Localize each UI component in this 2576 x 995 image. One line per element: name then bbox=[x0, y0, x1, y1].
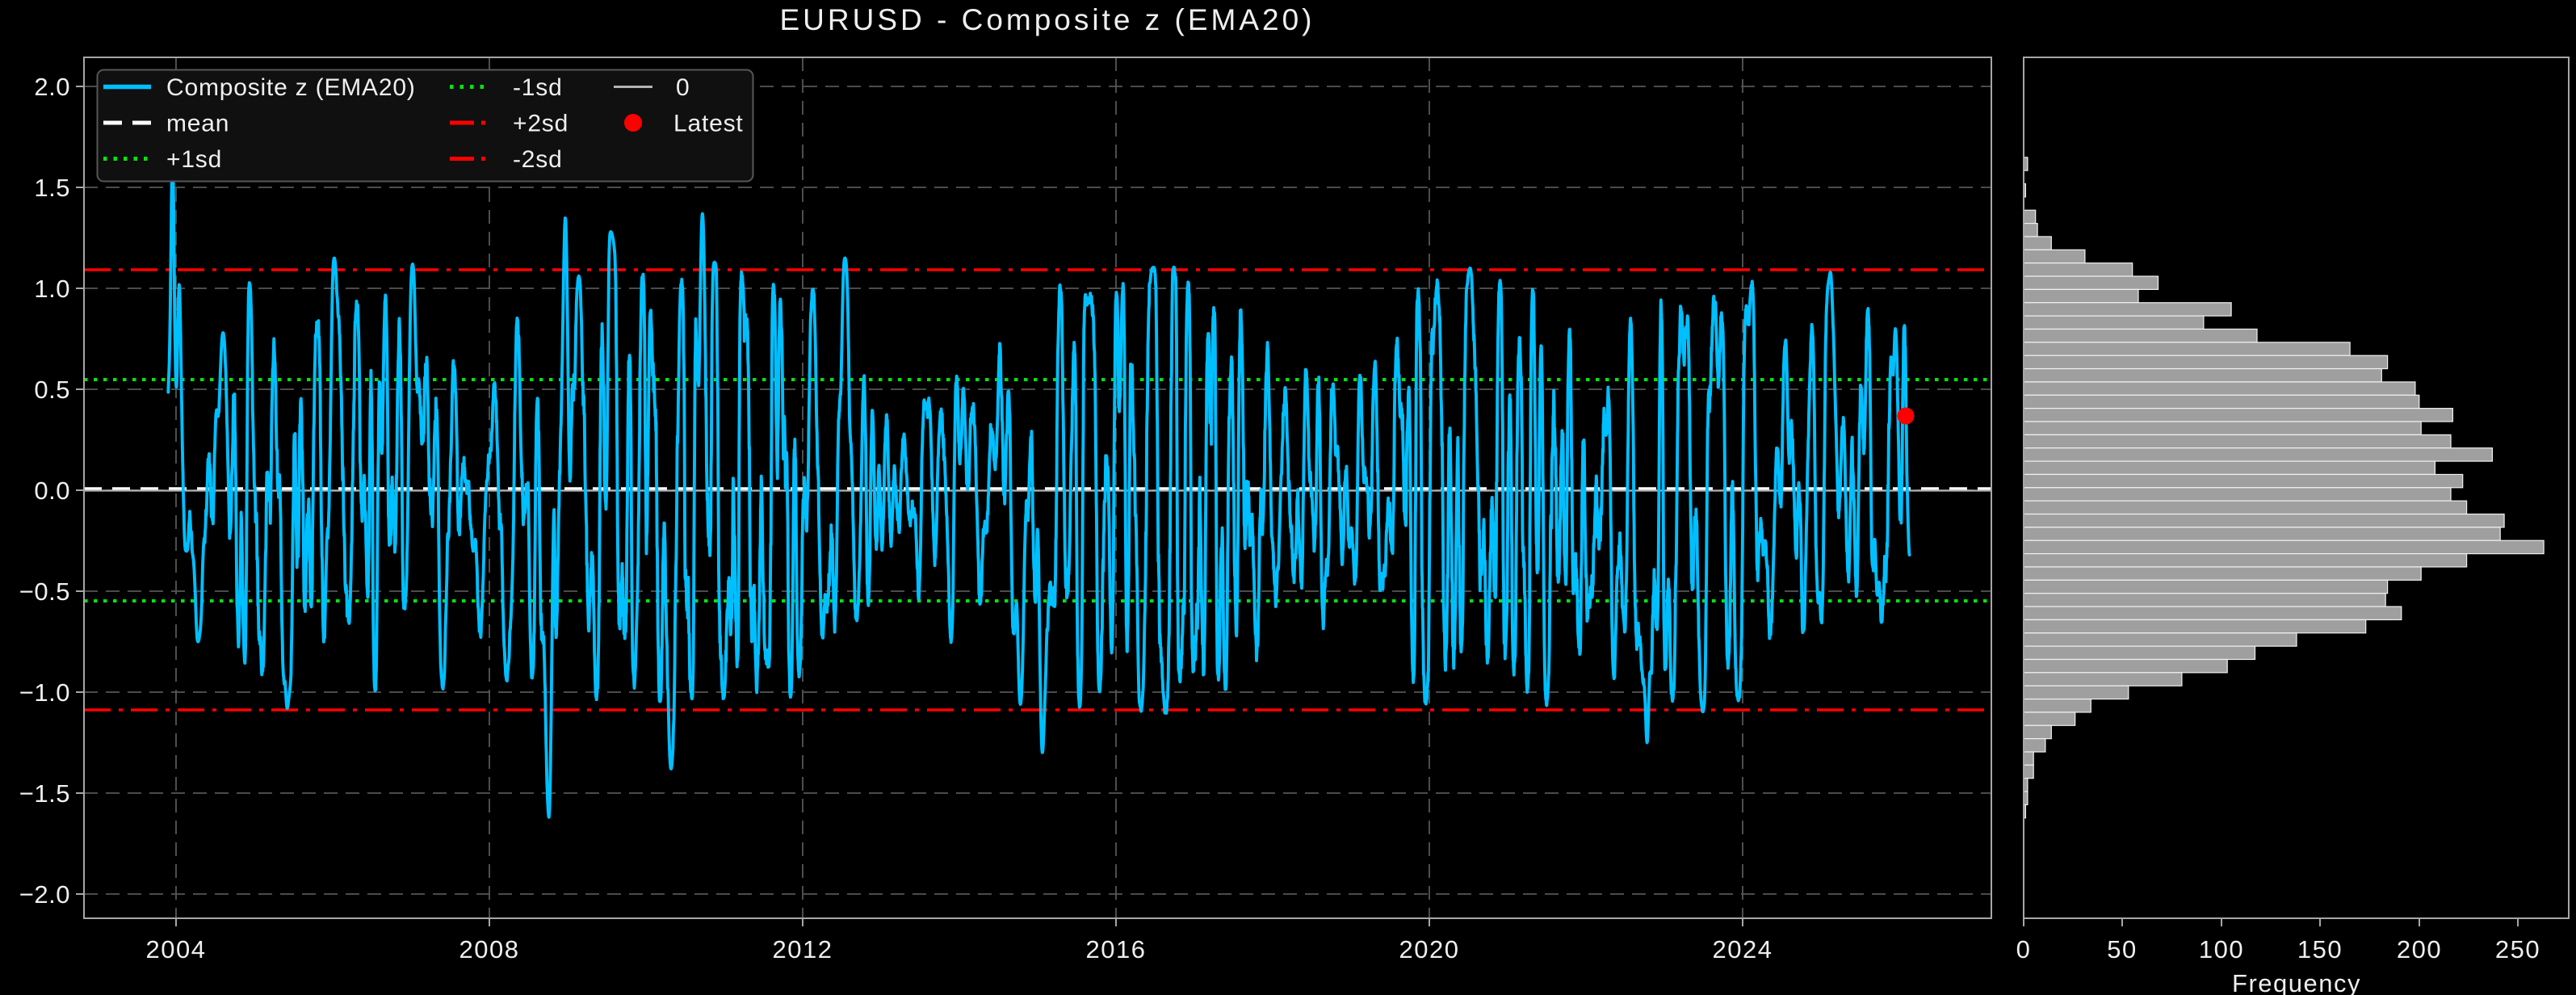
svg-text:50: 50 bbox=[2107, 935, 2137, 964]
svg-text:200: 200 bbox=[2397, 935, 2442, 964]
svg-text:-2sd: -2sd bbox=[513, 146, 563, 173]
svg-text:+2sd: +2sd bbox=[513, 111, 568, 137]
svg-text:2016: 2016 bbox=[1086, 935, 1147, 964]
svg-text:0: 0 bbox=[676, 74, 690, 101]
svg-text:2020: 2020 bbox=[1399, 935, 1460, 964]
svg-text:+1sd: +1sd bbox=[166, 146, 222, 173]
svg-text:1.5: 1.5 bbox=[34, 174, 70, 202]
svg-text:−0.5: −0.5 bbox=[19, 577, 70, 606]
svg-text:1.0: 1.0 bbox=[34, 275, 70, 303]
svg-text:2.0: 2.0 bbox=[34, 73, 70, 101]
svg-text:Composite z (EMA20): Composite z (EMA20) bbox=[166, 74, 416, 101]
svg-text:100: 100 bbox=[2199, 935, 2244, 964]
svg-text:2024: 2024 bbox=[1713, 935, 1773, 964]
svg-text:150: 150 bbox=[2297, 935, 2343, 964]
svg-text:0: 0 bbox=[2016, 935, 2032, 964]
svg-text:-1sd: -1sd bbox=[513, 74, 563, 101]
svg-text:250: 250 bbox=[2495, 935, 2540, 964]
svg-text:−1.5: −1.5 bbox=[19, 779, 70, 808]
svg-text:2012: 2012 bbox=[773, 935, 833, 964]
svg-text:mean: mean bbox=[166, 111, 229, 137]
svg-text:EURUSD - Composite z (EMA20): EURUSD - Composite z (EMA20) bbox=[779, 3, 1315, 36]
svg-text:−1.0: −1.0 bbox=[19, 678, 70, 707]
svg-text:0.0: 0.0 bbox=[34, 477, 70, 505]
svg-text:Frequency: Frequency bbox=[2232, 969, 2361, 995]
svg-text:Latest: Latest bbox=[673, 111, 744, 137]
svg-text:0.5: 0.5 bbox=[34, 376, 70, 404]
svg-text:2004: 2004 bbox=[146, 935, 207, 964]
svg-text:−2.0: −2.0 bbox=[19, 880, 70, 909]
svg-text:2008: 2008 bbox=[459, 935, 520, 964]
